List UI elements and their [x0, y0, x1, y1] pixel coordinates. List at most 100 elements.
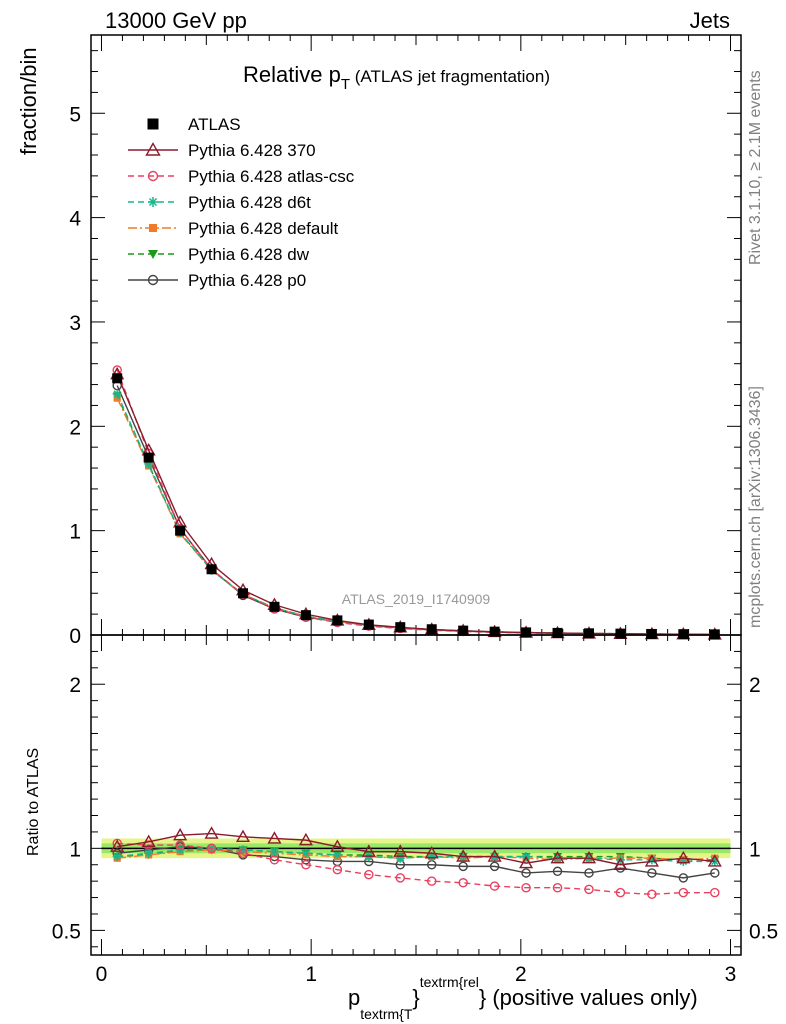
main-ytick-label: 2 — [69, 416, 81, 439]
ratio-ytick-label: 2 — [69, 674, 81, 697]
ratio-point-pythia-6-428-atlas-csc — [521, 882, 531, 893]
main-ytick-label: 5 — [69, 103, 81, 126]
rivet-label: Rivet 3.1.10, ≥ 2.1M events — [747, 70, 764, 265]
ratio-line-pythia-6-428-370 — [117, 832, 715, 866]
legend-marker-pythia-6-428-atlas-csc — [147, 170, 159, 182]
main-point-atlas — [206, 564, 217, 575]
ratio-point-pythia-6-428-atlas-csc — [301, 859, 311, 870]
ratio-point-pythia-6-428-p0 — [710, 868, 720, 878]
ratio-series-pythia-6-428-atlas-csc — [112, 838, 720, 900]
main-point-atlas — [426, 624, 437, 635]
ratio-point-pythia-6-428-p0 — [458, 861, 468, 872]
analysis-id: ATLAS_2019_I1740909 — [342, 591, 491, 607]
main-point-atlas — [552, 627, 563, 638]
main-point-atlas — [615, 628, 626, 639]
legend-marker-pythia-6-428-d6t — [148, 197, 158, 207]
ratio-series-pythia-6-428-370 — [110, 826, 722, 870]
legend-label-atlas: ATLAS — [188, 115, 241, 134]
main-point-atlas — [269, 601, 280, 612]
ratio-line-pythia-6-428-default — [117, 849, 715, 861]
main-point-pythia-6-428-d6t — [112, 389, 122, 399]
legend-marker-pythia-6-428-d6t-stroke — [148, 197, 158, 207]
x-label-brace-a: } — [412, 985, 419, 1010]
legend-marker-pythia-6-428-dw — [148, 250, 158, 259]
ratio-point-pythia-6-428-atlas-csc — [458, 878, 468, 888]
ratio-point-pythia-6-428-370 — [173, 827, 188, 841]
ratio-point-pythia-6-428-370 — [676, 850, 691, 864]
main-ytick-label: 4 — [69, 208, 81, 231]
ratio-point-pythia-6-428-370 — [393, 844, 408, 857]
legend-item-pythia-6-428-d6t: Pythia 6.428 d6t — [128, 193, 311, 212]
ratio-point-pythia-6-428-atlas-csc — [175, 840, 185, 850]
ratio-point-pythia-6-428-370 — [613, 857, 628, 870]
ratio-point-pythia-6-428-d6t-stroke — [428, 852, 436, 861]
ratio-point-pythia-6-428-p0 — [678, 873, 689, 883]
main-panel: 0 1 2 3 4 5 — [69, 34, 742, 648]
ratio-point-pythia-6-428-370 — [141, 834, 156, 847]
main-point-atlas — [112, 373, 123, 384]
x-label-sub: textrm{T — [360, 1006, 413, 1022]
main-point-atlas — [175, 525, 186, 536]
ratio-point-pythia-6-428-d6t — [301, 848, 311, 858]
ratio-point-pythia-6-428-370 — [519, 855, 534, 869]
main-ytick-label: 3 — [69, 312, 81, 335]
ratio-panel: 0.5 0.5 1 1 2 2 0 1 2 3 — [52, 634, 778, 986]
ratio-point-pythia-6-428-p0 — [552, 866, 563, 877]
ratio-point-pythia-6-428-atlas-csc — [112, 838, 122, 849]
main-point-atlas — [646, 628, 657, 639]
ratio-point-pythia-6-428-d6t — [144, 848, 154, 858]
ratio-point-pythia-6-428-atlas-csc — [489, 881, 500, 891]
ratio-point-pythia-6-428-d6t — [269, 847, 279, 857]
ratio-point-pythia-6-428-370 — [235, 829, 251, 843]
legend-item-atlas: ATLAS — [147, 115, 241, 134]
main-point-atlas — [332, 615, 343, 626]
ratio-point-pythia-6-428-p0 — [584, 868, 594, 878]
ratio-ytick-label-right: 0.5 — [749, 920, 778, 943]
legend: ATLAS Pythia 6.428 370 Pythia 6.428 atlas-… — [128, 115, 355, 290]
ratio-point-pythia-6-428-d6t-stroke — [176, 846, 184, 854]
ratio-point-pythia-6-428-370 — [267, 831, 282, 844]
ratio-xtick-label: 1 — [305, 963, 317, 986]
ratio-point-pythia-6-428-atlas-csc — [584, 884, 594, 895]
legend-marker-pythia-6-428-p0 — [147, 274, 159, 286]
ratio-point-pythia-6-428-d6t-stroke — [113, 852, 121, 861]
plot-title-main: Relative p — [243, 62, 341, 87]
ratio-point-pythia-6-428-atlas-csc — [364, 869, 374, 880]
ratio-point-pythia-6-428-370 — [550, 850, 565, 864]
legend-marker-pythia-6-428-default — [149, 224, 157, 232]
legend-item-pythia-6-428-default: Pythia 6.428 default — [128, 219, 339, 238]
main-ytick-label: 1 — [69, 521, 81, 544]
ratio-point-pythia-6-428-p0 — [489, 861, 500, 872]
main-point-atlas — [363, 619, 374, 630]
ratio-xtick-label: 3 — [725, 963, 737, 986]
ratio-ytick-label-right: 1 — [749, 838, 761, 861]
plot-title-rest: (ATLAS jet fragmentation) — [350, 67, 550, 86]
ratio-point-pythia-6-428-atlas-csc — [332, 864, 343, 875]
legend-marker-pythia-6-428-370 — [145, 142, 161, 156]
main-point-atlas — [395, 622, 406, 633]
ratio-point-pythia-6-428-atlas-csc — [710, 887, 720, 898]
legend-marker-atlas — [147, 118, 159, 130]
main-point-atlas — [300, 610, 311, 621]
legend-label-pythia-6-428-370: Pythia 6.428 370 — [188, 141, 316, 160]
main-point-atlas — [521, 627, 532, 638]
main-ylabel: fraction/bin — [16, 47, 41, 155]
ratio-point-pythia-6-428-370 — [204, 826, 219, 839]
ratio-point-pythia-6-428-d6t-stroke — [144, 849, 153, 857]
ratio-ylabel: Ratio to ATLAS — [25, 748, 42, 856]
ratio-point-pythia-6-428-d6t — [112, 852, 122, 862]
legend-label-pythia-6-428-d6t: Pythia 6.428 d6t — [188, 193, 311, 212]
ratio-point-pythia-6-428-d6t-stroke — [679, 857, 688, 866]
ratio-point-pythia-6-428-p0 — [647, 868, 657, 878]
legend-item-pythia-6-428-atlas-csc: Pythia 6.428 atlas-csc — [128, 167, 355, 186]
legend-label-pythia-6-428-p0: Pythia 6.428 p0 — [188, 271, 306, 290]
x-axis-label: ptextrm{T}textrm{rel} (positive values o… — [348, 974, 698, 1022]
main-series-atlas — [112, 373, 720, 640]
ratio-point-pythia-6-428-370 — [110, 839, 125, 852]
ratio-line-pythia-6-428-atlas-csc — [117, 842, 715, 895]
ratio-point-pythia-6-428-370 — [456, 849, 471, 862]
ratio-ytick-label: 0.5 — [52, 920, 81, 943]
legend-item-pythia-6-428-p0: Pythia 6.428 p0 — [128, 271, 306, 290]
ratio-point-pythia-6-428-atlas-csc — [678, 887, 689, 898]
